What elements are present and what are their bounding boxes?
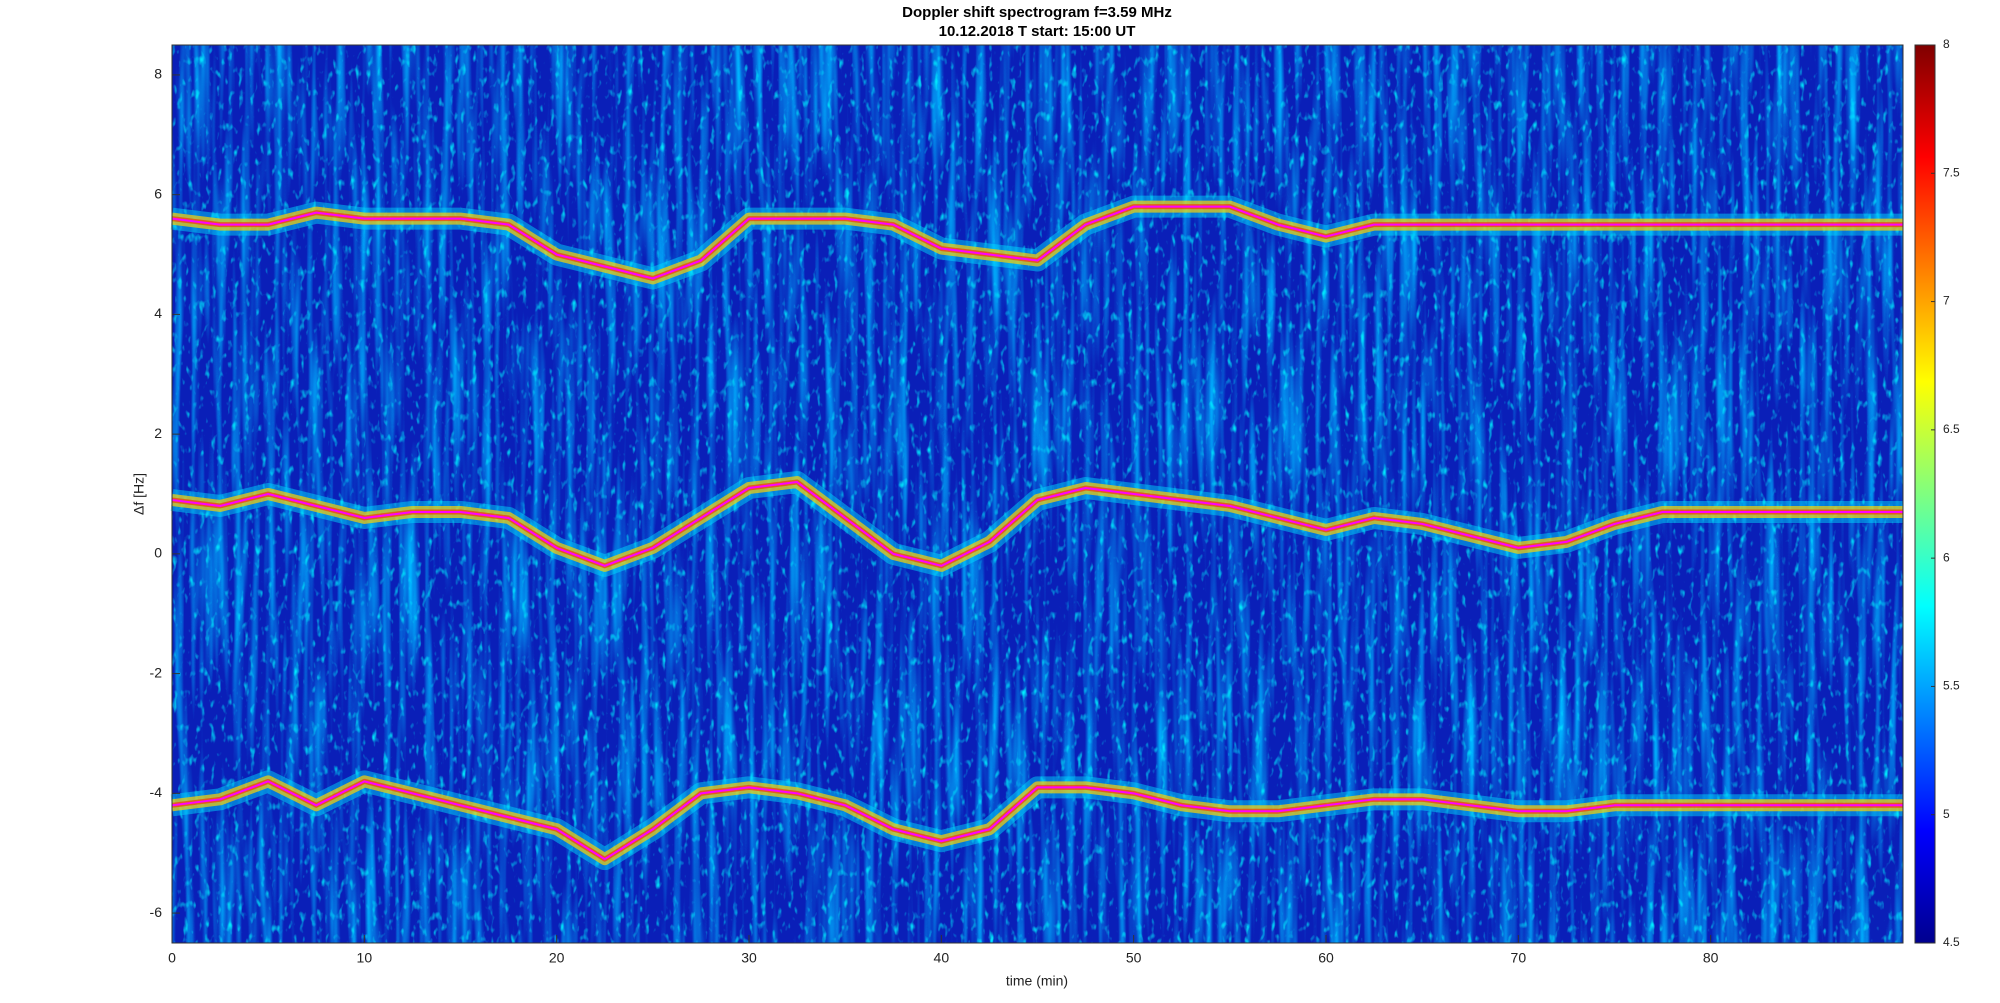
trace-line [171,481,1903,567]
x-tick-label: 40 [934,950,950,966]
traces [170,195,1903,871]
y-tick-label: -2 [150,664,163,680]
trace-line [171,205,1903,280]
x-axis-label: time (min) [1006,973,1068,989]
colorbar-tick-label: 6 [1943,550,1950,564]
y-tick-label: 6 [154,185,162,201]
x-tick-label: 70 [1511,950,1527,966]
x-tick-label: 80 [1703,950,1719,966]
x-tick-label: 10 [357,950,373,966]
plot-frame [171,44,1904,944]
colorbar-tick-label: 7 [1943,294,1950,308]
colorbar [1914,44,1936,944]
colorbar-tick-label: 5 [1943,807,1950,821]
x-tick-label: 60 [1318,950,1334,966]
y-tick-label: 8 [154,66,162,82]
y-tick-label: -6 [150,904,163,920]
colorbar-tick-label: 8 [1943,37,1950,51]
y-axis-label: Δf [Hz] [131,473,147,515]
colorbar-tick-label: 5.5 [1943,679,1960,693]
colorbar-tick-label: 7.5 [1943,165,1960,179]
chart-title: Doppler shift spectrogram f=3.59 MHz [902,4,1172,21]
y-tick-label: 4 [154,305,162,321]
x-tick-label: 50 [1126,950,1142,966]
chart-subtitle: 10.12.2018 T start: 15:00 UT [939,23,1136,40]
y-tick-label: -4 [150,784,163,800]
colorbar-tick-label: 6.5 [1943,422,1960,436]
x-tick-label: 30 [741,950,757,966]
x-tick-label: 20 [549,950,565,966]
y-tick-label: 0 [154,545,162,561]
x-tick-label: 0 [168,950,176,966]
y-tick-label: 2 [154,425,162,441]
colorbar-tick-label: 4.5 [1943,935,1960,949]
trace-line [171,780,1903,861]
